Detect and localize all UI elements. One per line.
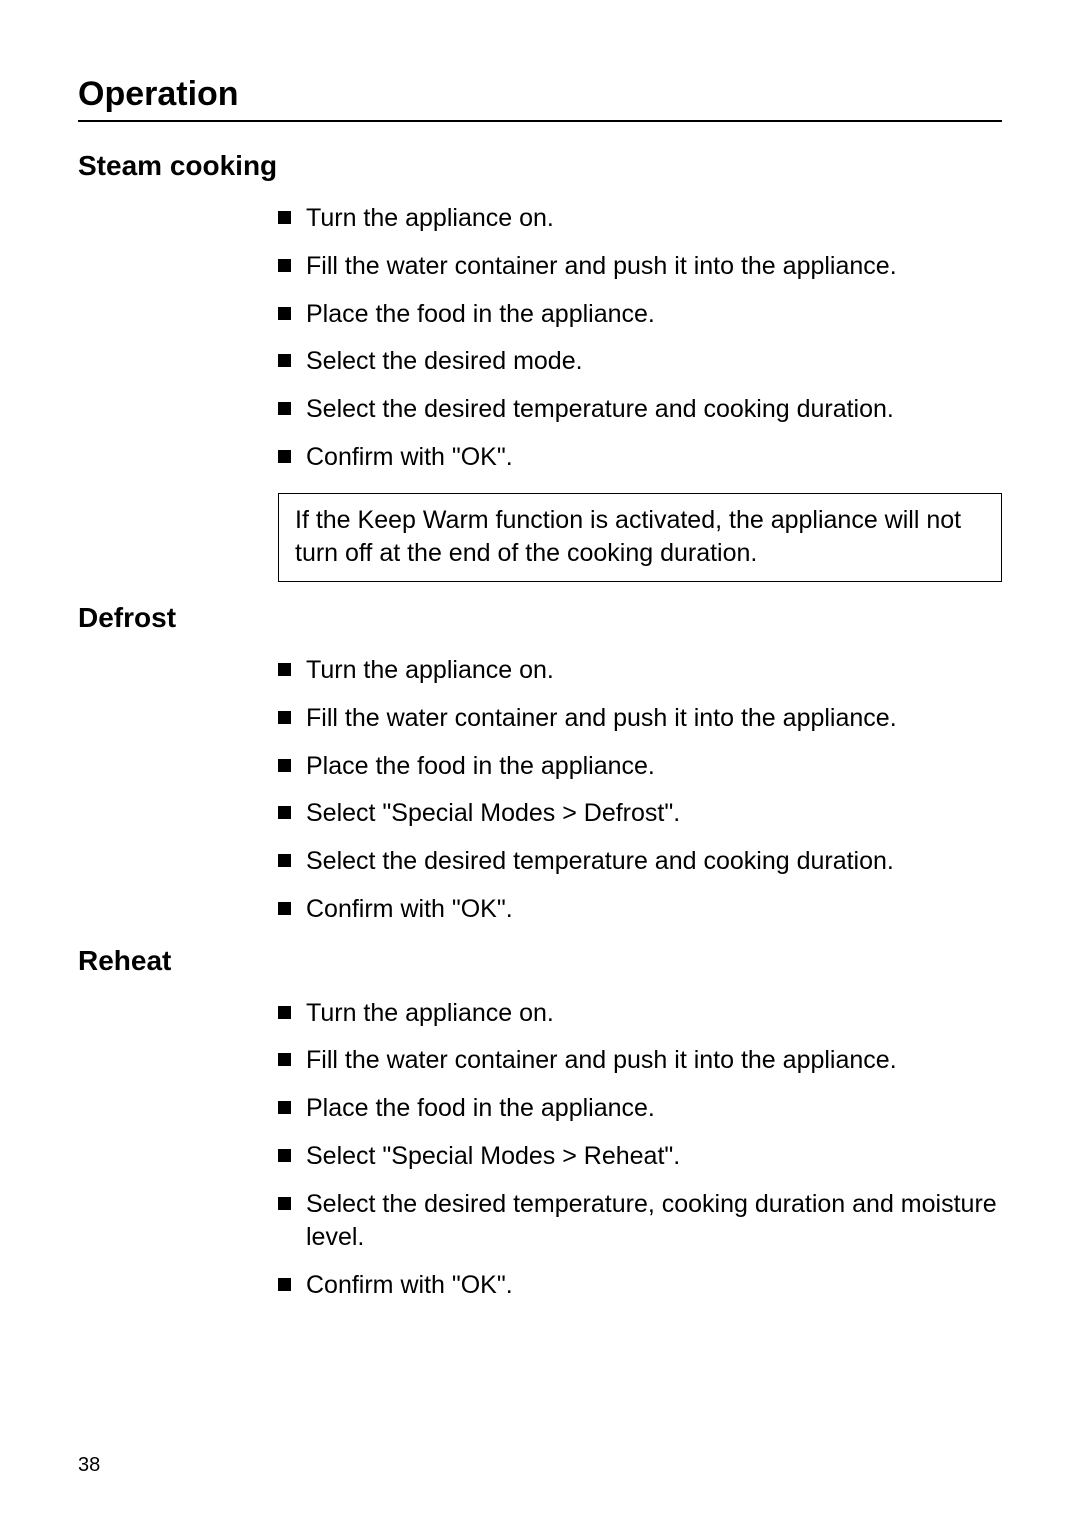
section-steam-cooking: Steam cooking Turn the appliance on. Fil… xyxy=(78,150,1002,582)
manual-page: Operation Steam cooking Turn the applian… xyxy=(0,0,1080,1529)
step-item: Place the food in the appliance. xyxy=(278,1092,1002,1126)
step-item: Turn the appliance on. xyxy=(278,997,1002,1031)
step-item: Confirm with "OK". xyxy=(278,441,1002,475)
step-item: Place the food in the appliance. xyxy=(278,298,1002,332)
section-defrost: Defrost Turn the appliance on. Fill the … xyxy=(78,602,1002,927)
step-item: Confirm with "OK". xyxy=(278,1269,1002,1303)
page-number: 38 xyxy=(78,1454,100,1477)
section-heading-reheat: Reheat xyxy=(78,945,1002,977)
title-rule xyxy=(78,120,1002,122)
step-item: Fill the water container and push it int… xyxy=(278,702,1002,736)
steps-list-steam-cooking: Turn the appliance on. Fill the water co… xyxy=(278,202,1002,475)
step-item: Fill the water container and push it int… xyxy=(278,250,1002,284)
steps-list-defrost: Turn the appliance on. Fill the water co… xyxy=(278,654,1002,927)
step-item: Turn the appliance on. xyxy=(278,202,1002,236)
step-item: Select the desired temperature and cooki… xyxy=(278,845,1002,879)
step-item: Select "Special Modes > Defrost". xyxy=(278,797,1002,831)
step-item: Select "Special Modes > Reheat". xyxy=(278,1140,1002,1174)
step-item: Turn the appliance on. xyxy=(278,654,1002,688)
page-title: Operation xyxy=(78,75,1002,114)
section-heading-steam-cooking: Steam cooking xyxy=(78,150,1002,182)
steps-list-reheat: Turn the appliance on. Fill the water co… xyxy=(278,997,1002,1303)
section-heading-defrost: Defrost xyxy=(78,602,1002,634)
step-item: Fill the water container and push it int… xyxy=(278,1044,1002,1078)
section-reheat: Reheat Turn the appliance on. Fill the w… xyxy=(78,945,1002,1303)
step-item: Select the desired temperature, cooking … xyxy=(278,1188,1002,1256)
step-item: Confirm with "OK". xyxy=(278,893,1002,927)
step-item: Place the food in the appliance. xyxy=(278,750,1002,784)
note-box-steam-cooking: If the Keep Warm function is activated, … xyxy=(278,493,1002,583)
step-item: Select the desired mode. xyxy=(278,345,1002,379)
step-item: Select the desired temperature and cooki… xyxy=(278,393,1002,427)
